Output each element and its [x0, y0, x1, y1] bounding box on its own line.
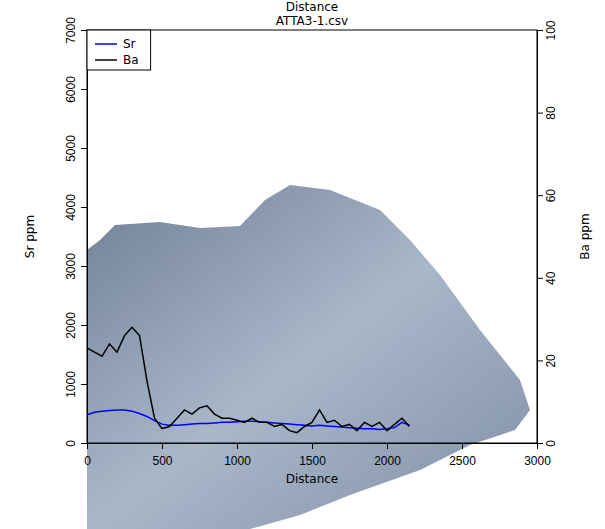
y2-axis: 0 20 40 60 80 100: [537, 20, 558, 447]
tick-label: 2500: [449, 454, 476, 468]
legend-swatch: [95, 59, 117, 61]
tick-mark: [537, 195, 543, 196]
tick: 100: [537, 20, 558, 40]
tick-mark: [462, 443, 463, 449]
tick: 2000: [374, 443, 401, 468]
tick-label: 0: [84, 454, 91, 468]
tick-mark: [237, 443, 238, 449]
tick-label: 2000: [374, 454, 401, 468]
tick-mark: [81, 30, 87, 31]
tick-mark: [387, 443, 388, 449]
tick: 1000: [64, 371, 87, 398]
tick-mark: [537, 360, 543, 361]
tick-label: 0: [544, 440, 558, 447]
tick-label: 7000: [64, 17, 78, 44]
tick: 1000: [224, 443, 251, 468]
tick-label: 0: [64, 440, 78, 447]
tick-label: 3000: [524, 454, 551, 468]
legend: Sr Ba: [87, 30, 151, 70]
y2-axis-title: Ba ppm: [578, 213, 592, 259]
tick-mark: [81, 384, 87, 385]
tick: 0: [537, 440, 558, 447]
tick-label: 2000: [64, 312, 78, 339]
tick-mark: [81, 266, 87, 267]
tick-mark: [312, 443, 313, 449]
tick: 4000: [64, 194, 87, 221]
tick-label: 5000: [64, 135, 78, 162]
chart: 0500100015002000250030000100020003000400…: [0, 0, 605, 529]
legend-label: Ba: [123, 53, 139, 67]
tick: 0: [64, 440, 87, 447]
subtitle: Distance: [286, 0, 338, 14]
tick-mark: [81, 89, 87, 90]
series-line: [87, 327, 410, 432]
x-axis-title: Distance: [286, 472, 338, 486]
tick: 500: [152, 443, 172, 468]
tick-mark: [537, 30, 543, 31]
tick: 3000: [64, 253, 87, 280]
tick-label: 3000: [64, 253, 78, 280]
tick-mark: [537, 113, 543, 114]
y-axis-title: Sr ppm: [23, 215, 37, 258]
tick: 40: [537, 271, 558, 285]
tick: 6000: [64, 76, 87, 103]
tick: 2500: [449, 443, 476, 468]
tick-mark: [537, 278, 543, 279]
legend-label: Sr: [123, 37, 136, 51]
lines: [87, 327, 410, 432]
x-axis: 0 500 1000 1500 2000 2500 3000: [84, 443, 551, 468]
tick: 60: [537, 189, 558, 203]
tick-label: 60: [544, 189, 558, 203]
tick-mark: [81, 207, 87, 208]
tick: 7000: [64, 17, 87, 44]
tick-mark: [81, 325, 87, 326]
tick-label: 40: [544, 271, 558, 285]
tick-mark: [81, 148, 87, 149]
tick-label: 100: [544, 20, 558, 40]
y-axis: 0 1000 2000 3000 4000 5000 6000 7000: [64, 17, 88, 447]
tick-label: 1000: [64, 371, 78, 398]
tick-mark: [162, 443, 163, 449]
tick-label: 500: [152, 454, 172, 468]
tick-label: 20: [544, 354, 558, 368]
legend-box: [87, 30, 151, 70]
tick-mark: [537, 443, 543, 444]
tick: 2000: [64, 312, 87, 339]
tick-mark: [87, 443, 88, 449]
plot-frame: [87, 30, 537, 443]
tick-label: 1500: [299, 454, 326, 468]
background-shape: [87, 185, 530, 529]
tick: 1500: [299, 443, 326, 468]
legend-swatch: [95, 43, 117, 45]
tick-label: 6000: [64, 76, 78, 103]
tick: 80: [537, 106, 558, 120]
tick-label: 80: [544, 106, 558, 120]
tick-label: 1000: [224, 454, 251, 468]
title: ATTA3-1.csv: [276, 14, 348, 28]
tick: 0: [84, 443, 91, 468]
tick: 5000: [64, 135, 87, 162]
tick-mark: [81, 443, 87, 444]
tick-label: 4000: [64, 194, 78, 221]
tick: 20: [537, 354, 558, 368]
